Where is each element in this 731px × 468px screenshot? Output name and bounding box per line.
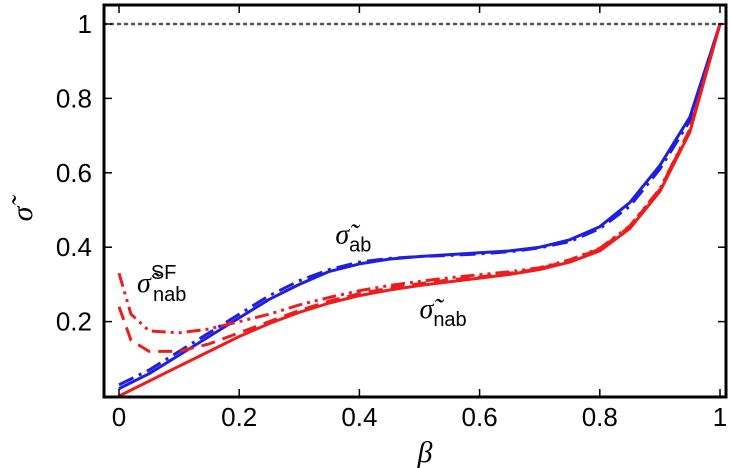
series-line-2 bbox=[118, 23, 722, 387]
y-tick-label: 0.4 bbox=[56, 232, 92, 262]
series-layer bbox=[117, 23, 722, 398]
annotation-label: σ̃SF nab bbox=[137, 262, 186, 306]
annotation-label: σ̃nab bbox=[420, 294, 467, 331]
x-tick-label: 0 bbox=[112, 402, 126, 432]
series-line-3 bbox=[118, 23, 722, 398]
x-axis-label: β bbox=[417, 436, 433, 468]
annotation-layer: σ̃ab σ̃nab σ̃SF nab bbox=[137, 219, 467, 330]
x-tick-label: 0.4 bbox=[341, 402, 377, 432]
y-tick-label: 1 bbox=[78, 9, 92, 39]
ticks-layer: 0 0.2 0.4 0.6 0.8 1 0.2 0.4 0.6 0.8 1 bbox=[56, 5, 727, 432]
y-tick-label: 0.8 bbox=[56, 83, 92, 113]
y-axis-label: σ̃ bbox=[6, 195, 39, 222]
x-tick-label: 1 bbox=[713, 402, 727, 432]
series-line-1 bbox=[118, 23, 722, 390]
x-tick-label: 0.6 bbox=[462, 402, 498, 432]
y-tick-label: 0.6 bbox=[56, 158, 92, 188]
x-tick-label: 0.8 bbox=[582, 402, 618, 432]
annotation-label: σ̃ab bbox=[335, 219, 371, 256]
y-tick-label: 0.2 bbox=[56, 307, 92, 337]
plot-frame bbox=[102, 3, 728, 399]
series-line-5 bbox=[117, 23, 722, 335]
x-tick-label: 0.2 bbox=[221, 402, 257, 432]
